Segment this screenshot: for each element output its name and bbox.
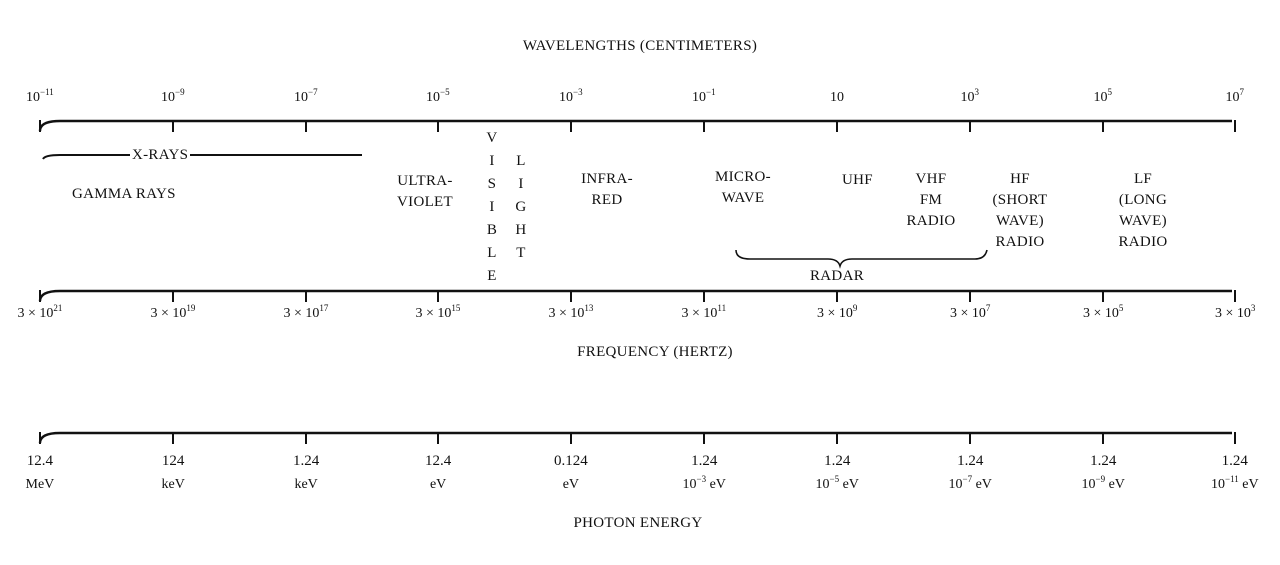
microwave-label: MICRO- WAVE	[715, 169, 771, 206]
hf-short-wave-radio-label: HF (SHORT WAVE) RADIO	[992, 171, 1048, 250]
frequency-tick-label: 3 × 103	[1215, 303, 1256, 322]
wavelength-tick-label: 10−3	[559, 87, 583, 106]
wavelength-tick-label: 10−11	[26, 87, 54, 106]
infrared-label: INFRA- RED	[581, 171, 633, 208]
wavelength-tick-label: 103	[960, 87, 980, 106]
energy-tick-label: 1.24 10−11 eV	[1211, 453, 1259, 492]
frequency-tick-label: 3 × 1011	[681, 303, 727, 322]
frequency-tick-label: 3 × 1015	[415, 303, 461, 322]
energy-tick-label: 1.24 10−3 eV	[682, 453, 726, 492]
frequency-tick-label: 3 × 1013	[548, 303, 594, 322]
wavelength-tick-label: 10−5	[426, 87, 450, 106]
vhf-fm-radio-label: VHF FM RADIO	[906, 171, 956, 229]
wavelength-axis-line	[38, 119, 1232, 132]
frequency-tick-label: 3 × 107	[950, 303, 991, 322]
photon-energy-title: PHOTON ENERGY	[573, 515, 703, 531]
frequency-axis-line	[38, 289, 1232, 302]
lf-long-wave-radio-label: LF (LONG WAVE) RADIO	[1118, 171, 1168, 250]
frequency-tick-label: 3 × 105	[1083, 303, 1124, 322]
ultraviolet-label: ULTRA- VIOLET	[397, 173, 453, 210]
energy-tick-label: 12.4 MeV	[25, 453, 55, 492]
energy-tick-label: 0.124 eV	[554, 453, 588, 492]
wavelength-tick-label: 10−1	[692, 87, 716, 106]
frequency-tick-label: 3 × 1017	[283, 303, 329, 322]
frequency-tick-label: 3 × 1019	[150, 303, 196, 322]
frequency-title: FREQUENCY (HERTZ)	[577, 344, 733, 360]
gamma-rays-label: GAMMA RAYS	[72, 186, 176, 202]
xrays-label: X-RAYS	[130, 145, 191, 166]
wavelength-tick-label: 10	[830, 90, 844, 105]
wavelength-tick-label: 105	[1093, 87, 1113, 106]
frequency-tick-label: 3 × 109	[817, 303, 858, 322]
uhf-label: UHF	[842, 172, 873, 188]
wavelength-title: WAVELENGTHS (CENTIMETERS)	[522, 38, 758, 54]
wavelength-tick-label: 10−7	[294, 87, 318, 106]
radar-label: RADAR	[810, 268, 865, 284]
xrays-range-line	[42, 154, 362, 160]
energy-tick-label: 124 keV	[161, 453, 185, 492]
energy-tick-label: 12.4 eV	[425, 453, 452, 492]
energy-tick-label: 1.24 10−7 eV	[948, 453, 992, 492]
energy-tick-label: 1.24 keV	[293, 453, 320, 492]
frequency-tick-label: 3 × 1021	[17, 303, 63, 322]
wavelength-tick-label: 107	[1225, 87, 1245, 106]
energy-tick-label: 1.24 10−9 eV	[1081, 453, 1125, 492]
energy-axis-line	[38, 431, 1232, 444]
wavelength-tick-label: 10−9	[161, 87, 185, 106]
energy-tick-label: 1.24 10−5 eV	[815, 453, 859, 492]
radar-brace	[735, 249, 988, 269]
